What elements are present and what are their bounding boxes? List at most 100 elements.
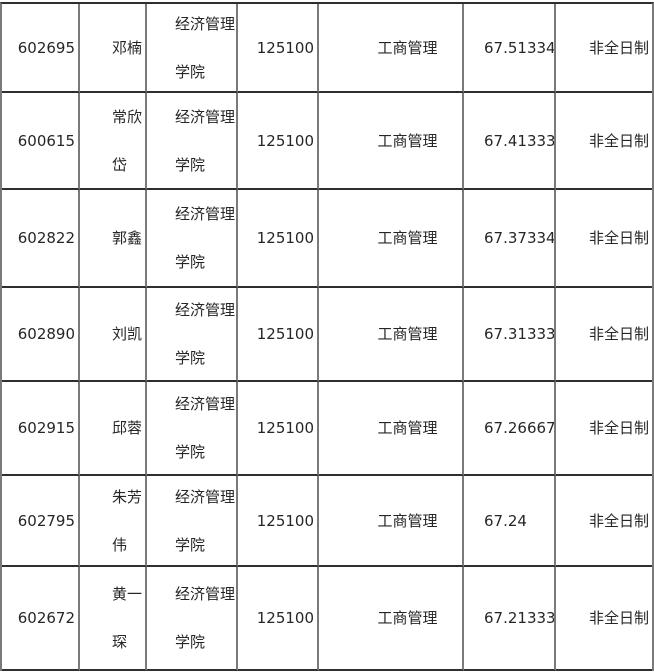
cell-major-name-text: 工商管理 — [377, 38, 438, 57]
cell-college-text: 经济管理 学院 — [174, 301, 235, 367]
cell-study-mode-text: 非全日制 — [588, 38, 649, 57]
cell-major-code: 125100 — [238, 93, 319, 190]
cell-score-text: 67.24 — [484, 511, 527, 530]
cell-college-text: 经济管理 学院 — [174, 585, 235, 651]
cell-college: 经济管理 学院 — [147, 476, 238, 567]
cell-major-code: 125100 — [238, 4, 319, 93]
cell-major-code-text: 125100 — [256, 511, 314, 530]
cell-candidate-id-text: 602822 — [17, 229, 75, 247]
cell-major-code: 125100 — [238, 288, 319, 382]
cell-college: 经济管理 学院 — [147, 567, 238, 671]
cell-major-name-text: 工商管理 — [377, 609, 438, 627]
cell-candidate-id: 602915 — [2, 382, 80, 476]
cell-study-mode-text: 非全日制 — [588, 609, 649, 627]
cell-college-text: 经济管理 学院 — [174, 487, 235, 554]
cell-college: 经济管理 学院 — [147, 382, 238, 476]
cell-major-name: 工商管理 — [319, 476, 464, 567]
cell-major-name: 工商管理 — [319, 93, 464, 190]
cell-candidate-id-text: 602890 — [17, 325, 75, 343]
cell-name: 邓楠 — [80, 4, 147, 93]
cell-major-code-text: 125100 — [256, 229, 314, 247]
cell-score-text: 67.21333 — [484, 609, 556, 627]
cell-name-text: 朱芳伟 — [111, 487, 142, 554]
cell-name-text: 邱蓉 — [111, 419, 142, 437]
cell-major-name: 工商管理 — [319, 4, 464, 93]
cell-score-text: 67.51334 — [484, 38, 556, 57]
cell-college-text: 经济管理 学院 — [174, 107, 235, 174]
cell-name-text: 邓楠 — [111, 38, 142, 57]
cell-score-text: 67.37334 — [484, 229, 556, 247]
cell-major-name: 工商管理 — [319, 567, 464, 671]
cell-name-text: 郭鑫 — [111, 229, 142, 247]
cell-study-mode-text: 非全日制 — [588, 511, 649, 530]
cell-candidate-id: 602890 — [2, 288, 80, 382]
cell-score: 67.26667 — [464, 382, 556, 476]
cell-candidate-id-text: 602915 — [17, 419, 75, 437]
cell-candidate-id: 602795 — [2, 476, 80, 567]
cell-candidate-id-text: 600615 — [17, 131, 75, 150]
cell-name-text: 刘凯 — [111, 325, 142, 343]
cell-college: 经济管理 学院 — [147, 93, 238, 190]
cell-candidate-id-text: 602695 — [17, 38, 75, 57]
cell-study-mode-text: 非全日制 — [588, 419, 649, 437]
cell-study-mode: 非全日制 — [556, 567, 652, 671]
cell-major-code-text: 125100 — [256, 38, 314, 57]
cell-score-text: 67.31333 — [484, 325, 556, 343]
cell-candidate-id: 600615 — [2, 93, 80, 190]
cell-candidate-id-text: 602672 — [17, 609, 75, 627]
cell-major-code-text: 125100 — [256, 419, 314, 437]
cell-name-text: 常欣岱 — [111, 107, 142, 174]
cell-candidate-id-text: 602795 — [17, 511, 75, 530]
cell-major-name-text: 工商管理 — [377, 131, 438, 150]
cell-major-name: 工商管理 — [319, 382, 464, 476]
cell-score: 67.37334 — [464, 190, 556, 288]
cell-study-mode: 非全日制 — [556, 93, 652, 190]
cell-major-name: 工商管理 — [319, 190, 464, 288]
cell-score: 67.24 — [464, 476, 556, 567]
cell-score-text: 67.26667 — [484, 419, 556, 437]
cell-name: 邱蓉 — [80, 382, 147, 476]
cell-score: 67.41333 — [464, 93, 556, 190]
cell-name-text: 黄一琛 — [111, 585, 142, 651]
cell-major-code-text: 125100 — [256, 131, 314, 150]
cell-score: 67.31333 — [464, 288, 556, 382]
cell-score: 67.21333 — [464, 567, 556, 671]
cell-college: 经济管理 学院 — [147, 288, 238, 382]
cell-major-code: 125100 — [238, 567, 319, 671]
cell-major-code-text: 125100 — [256, 609, 314, 627]
cell-college: 经济管理 学院 — [147, 190, 238, 288]
cell-study-mode: 非全日制 — [556, 190, 652, 288]
cell-college-text: 经济管理 学院 — [174, 395, 235, 461]
cell-college: 经济管理 学院 — [147, 4, 238, 93]
cell-major-name-text: 工商管理 — [377, 511, 438, 530]
cell-study-mode: 非全日制 — [556, 476, 652, 567]
cell-study-mode-text: 非全日制 — [588, 325, 649, 343]
cell-study-mode: 非全日制 — [556, 382, 652, 476]
cell-candidate-id: 602672 — [2, 567, 80, 671]
cell-major-code: 125100 — [238, 190, 319, 288]
cell-major-name-text: 工商管理 — [377, 419, 438, 437]
cell-name: 黄一琛 — [80, 567, 147, 671]
cell-college-text: 经济管理 学院 — [174, 14, 235, 81]
cell-candidate-id: 602822 — [2, 190, 80, 288]
cell-college-text: 经济管理 学院 — [174, 205, 235, 271]
cell-name: 常欣岱 — [80, 93, 147, 190]
cell-name: 刘凯 — [80, 288, 147, 382]
cell-study-mode-text: 非全日制 — [588, 229, 649, 247]
cell-score-text: 67.41333 — [484, 131, 556, 150]
cell-major-code: 125100 — [238, 382, 319, 476]
cell-name: 郭鑫 — [80, 190, 147, 288]
cell-major-code-text: 125100 — [256, 325, 314, 343]
cell-major-name-text: 工商管理 — [377, 325, 438, 343]
cell-name: 朱芳伟 — [80, 476, 147, 567]
cell-score: 67.51334 — [464, 4, 556, 93]
cell-major-name: 工商管理 — [319, 288, 464, 382]
cell-major-code: 125100 — [238, 476, 319, 567]
cell-study-mode: 非全日制 — [556, 4, 652, 93]
cell-study-mode-text: 非全日制 — [588, 131, 649, 150]
cell-major-name-text: 工商管理 — [377, 229, 438, 247]
cell-candidate-id: 602695 — [2, 4, 80, 93]
cell-study-mode: 非全日制 — [556, 288, 652, 382]
